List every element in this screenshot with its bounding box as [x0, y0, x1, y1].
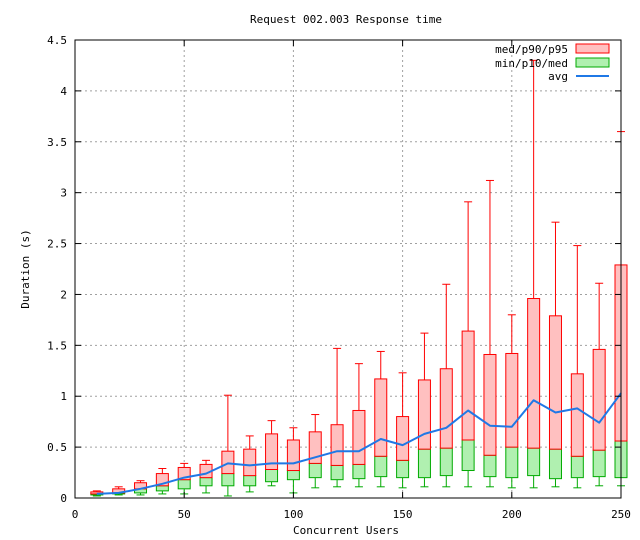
box-lower — [352, 463, 366, 480]
box-upper — [396, 416, 410, 461]
plot-frame — [74, 39, 622, 499]
legend-label-avg: avg — [548, 70, 568, 83]
x-axis-label: Concurrent Users — [293, 524, 399, 537]
box-lower — [286, 470, 300, 481]
box-upper — [374, 378, 388, 457]
box-upper — [439, 368, 453, 449]
box-lower — [177, 479, 191, 490]
box-upper — [570, 373, 584, 457]
box-lower — [417, 448, 431, 479]
box-upper — [548, 315, 562, 450]
box-lower — [155, 485, 169, 492]
avg-line — [96, 392, 622, 495]
y-tick-label: 1 — [60, 390, 67, 403]
box-lower — [221, 473, 235, 487]
box-lower — [527, 447, 541, 477]
legend-label-med-p90-p95: med/p90/p95 — [495, 43, 568, 56]
box-lower — [330, 464, 344, 481]
x-tick-label: 100 — [283, 508, 303, 521]
y-tick-label: 3 — [60, 187, 67, 200]
x-tick-label: 0 — [72, 508, 79, 521]
box-lower — [548, 448, 562, 480]
box-upper — [527, 298, 541, 449]
box-series — [90, 59, 628, 497]
box-upper — [417, 379, 431, 450]
y-tick-label: 3.5 — [47, 136, 67, 149]
box-lower — [374, 455, 388, 478]
chart-title: Request 002.003 Response time — [250, 13, 442, 26]
x-tick-label: 150 — [393, 508, 413, 521]
box-upper — [265, 433, 279, 471]
box-upper — [286, 439, 300, 472]
avg-series — [96, 392, 622, 495]
box-lower — [265, 469, 279, 483]
y-tick-label: 0 — [60, 492, 67, 505]
box-upper — [483, 353, 497, 456]
box-lower — [396, 459, 410, 479]
y-tick-label: 4.5 — [47, 34, 67, 47]
x-tick-label: 200 — [502, 508, 522, 521]
box-upper — [352, 409, 366, 465]
box-upper — [330, 424, 344, 466]
box-lower — [592, 449, 606, 478]
y-tick-label: 0.5 — [47, 441, 67, 454]
legend-swatch-med-p90-p95 — [575, 43, 610, 54]
box-upper — [505, 352, 519, 448]
box-lower — [243, 475, 257, 487]
axis-ticks — [74, 39, 622, 499]
y-tick-label: 4 — [60, 85, 67, 98]
y-tick-label: 2.5 — [47, 238, 67, 251]
x-tick-label: 250 — [611, 508, 631, 521]
y-axis-label: Duration (s) — [19, 229, 32, 308]
box-lower — [461, 439, 475, 472]
x-tick-label: 50 — [178, 508, 191, 521]
box-upper — [461, 330, 475, 441]
box-lower — [483, 454, 497, 478]
box-lower — [570, 455, 584, 479]
y-tick-labels: 0 0.5 1 1.5 2 2.5 3 3.5 4 4.5 — [47, 34, 67, 505]
box-upper — [592, 348, 606, 451]
legend: med/p90/p95 min/p10/med avg — [495, 43, 610, 83]
box-lower — [505, 446, 519, 479]
y-tick-label: 1.5 — [47, 339, 67, 352]
box-lower — [199, 477, 213, 487]
box-lower — [308, 462, 322, 479]
x-tick-labels: 0 50 100 150 200 250 — [72, 508, 631, 521]
legend-label-min-p10-med: min/p10/med — [495, 57, 568, 70]
y-tick-label: 2 — [60, 288, 67, 301]
box-upper — [221, 450, 235, 475]
box-upper — [243, 448, 257, 477]
box-lower — [439, 447, 453, 477]
legend-swatch-min-p10-med — [575, 57, 610, 68]
